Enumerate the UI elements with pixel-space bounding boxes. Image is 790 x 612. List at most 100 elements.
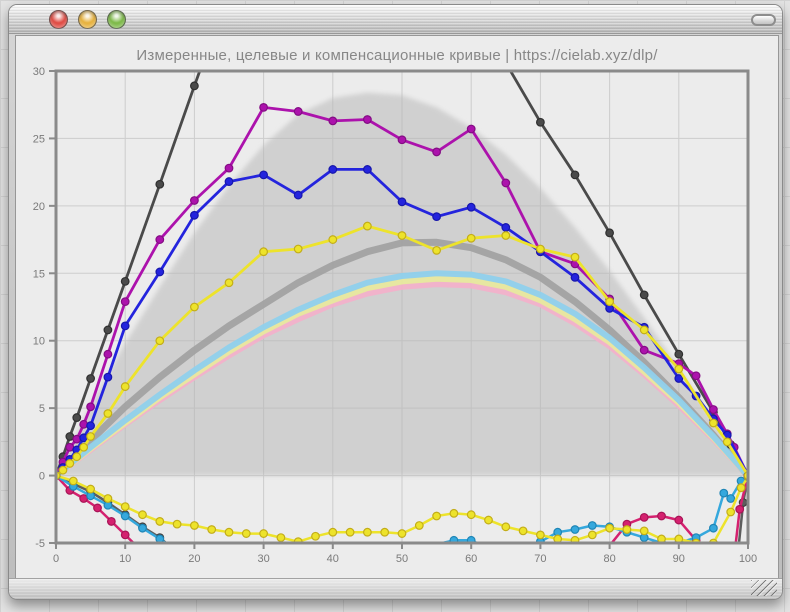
toolbar-toggle-button[interactable] bbox=[751, 14, 776, 26]
y-tick-label: 5 bbox=[39, 403, 45, 415]
measured-magenta-point bbox=[501, 178, 511, 188]
measured-blue-point bbox=[103, 372, 113, 382]
compensation-magenta-point bbox=[674, 515, 684, 525]
x-tick-label: 90 bbox=[673, 553, 685, 565]
measured-yellow-point bbox=[674, 364, 684, 374]
compensation-yellow-point bbox=[345, 527, 355, 537]
measured-yellow-point bbox=[155, 336, 165, 346]
compensation-cyan-point bbox=[726, 494, 736, 503]
measured-yellow-point bbox=[709, 418, 718, 428]
y-tick-label: 0 bbox=[39, 471, 45, 483]
window-titlebar[interactable] bbox=[9, 5, 782, 34]
window-bottom-frame bbox=[9, 578, 782, 599]
x-tick-label: 0 bbox=[53, 553, 59, 565]
measured-black-point bbox=[86, 374, 95, 383]
curves-chart: -5 0 5 10 15 20 25 30 0 10 20 30 40 50 60 70 80 90 100 bbox=[33, 66, 757, 565]
x-tick-label: 70 bbox=[534, 553, 546, 565]
measured-black-point bbox=[639, 290, 649, 300]
y-tick-label: 30 bbox=[33, 66, 45, 78]
y-tick-label: 10 bbox=[33, 336, 45, 348]
measured-magenta-point bbox=[328, 116, 338, 126]
measured-magenta-point bbox=[397, 135, 407, 145]
measured-blue-point bbox=[328, 165, 338, 174]
measured-magenta-point bbox=[293, 107, 303, 116]
measured-blue-point bbox=[259, 170, 269, 180]
zoom-button[interactable] bbox=[107, 10, 126, 29]
window-controls bbox=[49, 10, 126, 29]
compensation-yellow-point bbox=[536, 530, 545, 540]
compensation-yellow-point bbox=[484, 515, 493, 525]
compensation-cyan-point bbox=[570, 525, 580, 534]
x-tick-label: 50 bbox=[396, 553, 408, 565]
measured-yellow-point bbox=[328, 235, 338, 244]
compensation-yellow-point bbox=[449, 508, 459, 518]
close-button[interactable] bbox=[49, 10, 68, 29]
compensation-yellow-point bbox=[605, 523, 614, 533]
measured-blue-point bbox=[432, 212, 442, 222]
compensation-yellow-point bbox=[328, 527, 338, 537]
compensation-yellow-point bbox=[518, 526, 528, 536]
compensation-magenta-point bbox=[735, 504, 745, 514]
measured-yellow-point bbox=[103, 409, 113, 418]
compensation-yellow-point bbox=[259, 529, 269, 538]
y-tick-label: -5 bbox=[35, 538, 45, 550]
compensation-yellow-point bbox=[311, 531, 320, 541]
measured-black-point bbox=[103, 325, 113, 335]
y-tick-label: 20 bbox=[33, 201, 45, 213]
compensation-yellow-point bbox=[639, 526, 649, 536]
measured-yellow-point bbox=[397, 231, 407, 240]
measured-black-point bbox=[536, 117, 545, 127]
compensation-yellow-point bbox=[207, 525, 217, 534]
measured-yellow-point bbox=[86, 432, 95, 441]
compensation-yellow-point bbox=[103, 494, 113, 503]
compensation-yellow-point bbox=[276, 533, 286, 543]
compensation-magenta-point bbox=[120, 530, 130, 540]
measured-blue-point bbox=[570, 272, 580, 282]
x-tick-label: 20 bbox=[188, 553, 200, 565]
measured-yellow-point bbox=[72, 452, 82, 462]
measured-magenta-point bbox=[86, 402, 95, 412]
measured-black-point bbox=[72, 413, 82, 422]
measured-yellow-point bbox=[363, 221, 372, 231]
measured-blue-point bbox=[86, 421, 95, 431]
measured-magenta-point bbox=[363, 115, 372, 124]
measured-magenta-point bbox=[432, 147, 442, 157]
measured-yellow-point bbox=[293, 244, 303, 254]
measured-yellow-point bbox=[536, 244, 545, 254]
minimize-button[interactable] bbox=[78, 10, 97, 29]
x-tick-label: 30 bbox=[257, 553, 269, 565]
compensation-yellow-point bbox=[622, 525, 632, 534]
measured-yellow-point bbox=[501, 231, 511, 240]
x-tick-label: 10 bbox=[119, 553, 131, 565]
compensation-yellow-point bbox=[189, 521, 199, 530]
compensation-yellow-point bbox=[414, 521, 424, 530]
measured-black-point bbox=[155, 179, 165, 189]
measured-yellow-point bbox=[259, 247, 269, 257]
compensation-cyan-point bbox=[449, 535, 459, 543]
measured-magenta-point bbox=[155, 235, 165, 244]
measured-yellow-point bbox=[570, 252, 580, 262]
compensation-cyan-point bbox=[120, 511, 130, 521]
compensation-yellow-point bbox=[397, 529, 407, 538]
measured-black-point bbox=[570, 170, 580, 180]
measured-magenta-point bbox=[691, 371, 701, 381]
compensation-yellow-point bbox=[120, 502, 130, 511]
x-tick-label: 40 bbox=[327, 553, 339, 565]
x-tick-label: 60 bbox=[465, 553, 477, 565]
resize-grip[interactable] bbox=[751, 580, 777, 596]
measured-blue-point bbox=[79, 433, 89, 443]
compensation-magenta-point bbox=[106, 517, 116, 526]
compensation-yellow-point bbox=[736, 483, 746, 493]
chart-title: Измеренные, целевые и компенсационные кр… bbox=[136, 47, 658, 64]
compensation-yellow-point bbox=[155, 517, 165, 526]
measured-magenta-point bbox=[103, 349, 113, 359]
compensation-yellow-point bbox=[68, 476, 78, 486]
compensation-yellow-point bbox=[570, 535, 580, 543]
compensation-magenta-point bbox=[639, 512, 649, 522]
compensation-yellow-point bbox=[172, 519, 182, 529]
compensation-yellow-point bbox=[224, 527, 234, 537]
measured-magenta-point bbox=[466, 124, 476, 134]
measured-blue-point bbox=[363, 165, 372, 174]
x-tick-label: 80 bbox=[603, 553, 615, 565]
